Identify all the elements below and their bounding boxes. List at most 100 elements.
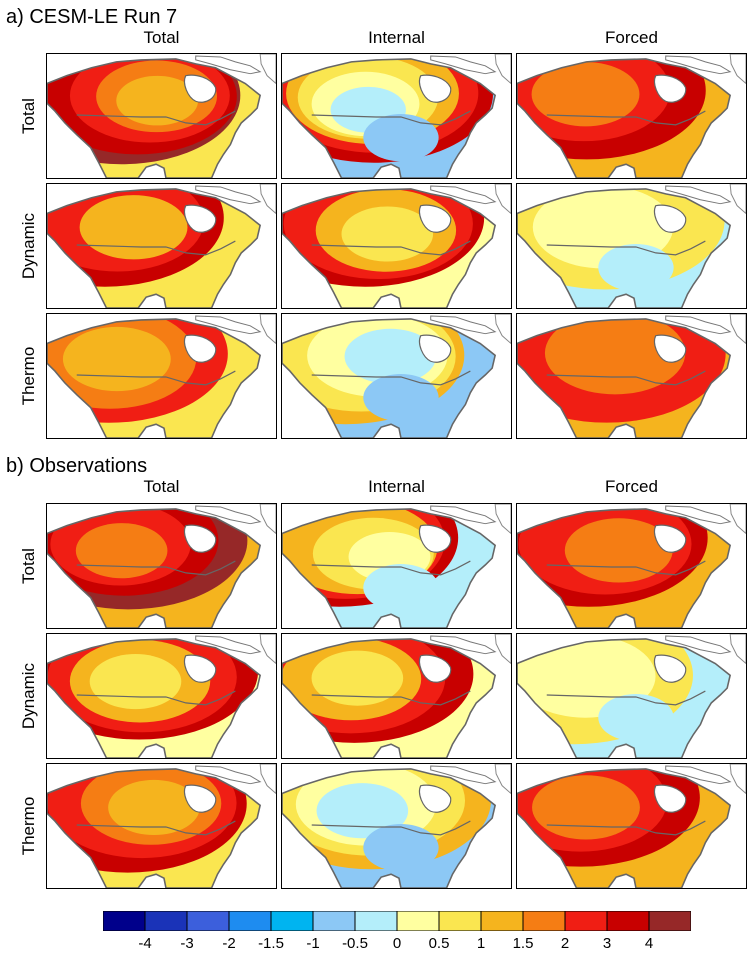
map-svg	[47, 54, 276, 178]
column-title: Forced	[605, 477, 658, 496]
hudson-bay	[418, 204, 452, 233]
map-panel	[516, 313, 747, 439]
colorbar-tick-label: -1	[306, 935, 320, 952]
coastline	[47, 318, 262, 438]
map-panel	[46, 763, 277, 889]
colorbar-bin	[270, 910, 314, 932]
map-svg	[282, 764, 511, 888]
map-panel	[516, 183, 747, 309]
us-canada-border	[76, 110, 236, 126]
colorbar-tick-label: -2	[222, 935, 236, 952]
column-title: Internal	[368, 28, 425, 47]
colorbar-bin	[312, 910, 356, 932]
hudson-bay	[418, 74, 452, 103]
colorbar-tick-label: 0.5	[428, 935, 450, 952]
map-svg	[517, 634, 746, 758]
us-canada-border	[76, 820, 236, 836]
row-label: Total	[19, 98, 38, 134]
hudson-bay	[183, 784, 217, 813]
us-canada-border	[546, 560, 706, 576]
map-svg	[282, 314, 511, 438]
hudson-bay	[653, 654, 687, 683]
greenland-outline	[729, 504, 746, 535]
contour-region	[75, 523, 168, 579]
section-b-title: b) Observations	[6, 455, 148, 477]
map-svg	[517, 54, 746, 178]
hudson-bay	[418, 524, 452, 553]
contour-region	[116, 75, 199, 126]
greenland-outline	[494, 764, 511, 795]
contour-region	[531, 62, 640, 127]
arctic-islands	[195, 55, 262, 75]
colorbar-tick-label: 1	[476, 935, 486, 952]
column-title: Internal	[368, 477, 425, 496]
map-panel	[516, 763, 747, 889]
map-svg	[282, 634, 511, 758]
contour-region	[89, 654, 182, 710]
hudson-bay	[183, 654, 217, 683]
coastline	[517, 508, 732, 628]
coastline	[282, 58, 497, 178]
arctic-islands	[195, 505, 262, 525]
hudson-bay	[653, 334, 687, 363]
arctic-islands	[430, 315, 497, 335]
map-svg	[282, 54, 511, 178]
map-panel	[281, 633, 512, 759]
colorbar-tick-label: -1.5	[258, 935, 284, 952]
colorbar-bin	[228, 910, 272, 932]
map-svg	[47, 504, 276, 628]
row-label: Dynamic	[19, 662, 38, 730]
colorbar-bin	[606, 910, 650, 932]
coastline	[47, 188, 262, 308]
greenland-outline	[494, 184, 511, 215]
map-panel	[516, 53, 747, 179]
map-svg	[517, 184, 746, 308]
greenland-outline	[729, 314, 746, 345]
map-svg	[517, 764, 746, 888]
map-svg	[47, 764, 276, 888]
arctic-islands	[430, 765, 497, 785]
coastline	[47, 508, 262, 628]
contour-cold-region	[363, 824, 439, 872]
contour-region	[108, 779, 200, 836]
coastline	[517, 188, 732, 308]
map-panel	[281, 763, 512, 889]
us-canada-border	[76, 240, 236, 256]
map-panel	[46, 183, 277, 309]
coastline	[517, 638, 732, 758]
us-canada-border	[311, 110, 471, 126]
colorbar-bin	[186, 910, 230, 932]
greenland-outline	[259, 184, 276, 215]
coastline	[282, 508, 497, 628]
contour-cold-region	[598, 694, 674, 742]
us-canada-border	[546, 240, 706, 256]
greenland-outline	[494, 634, 511, 665]
colorbar-tick-label: 1.5	[512, 935, 534, 952]
arctic-islands	[665, 55, 732, 75]
contour-region	[344, 328, 437, 384]
map-panel	[281, 313, 512, 439]
colorbar-bin	[102, 910, 146, 932]
arctic-islands	[195, 635, 262, 655]
contour-cold-region	[598, 244, 674, 292]
hudson-bay	[418, 654, 452, 683]
column-title: Forced	[605, 28, 658, 47]
arctic-islands	[195, 185, 262, 205]
us-canada-border	[546, 690, 706, 706]
greenland-outline	[729, 54, 746, 85]
hudson-bay	[653, 204, 687, 233]
map-svg	[47, 184, 276, 308]
map-svg	[517, 314, 746, 438]
colorbar-bin	[144, 910, 188, 932]
contour-region	[311, 650, 404, 706]
us-canada-border	[76, 690, 236, 706]
contour-region	[62, 326, 171, 392]
greenland-outline	[259, 764, 276, 795]
greenland-outline	[259, 504, 276, 535]
row-label: Total	[19, 548, 38, 584]
hudson-bay	[183, 74, 217, 103]
us-canada-border	[311, 240, 471, 256]
us-canada-border	[546, 110, 706, 126]
colorbar-tick-label: 0	[392, 935, 402, 952]
section-a-title: a) CESM-LE Run 7	[6, 6, 178, 28]
